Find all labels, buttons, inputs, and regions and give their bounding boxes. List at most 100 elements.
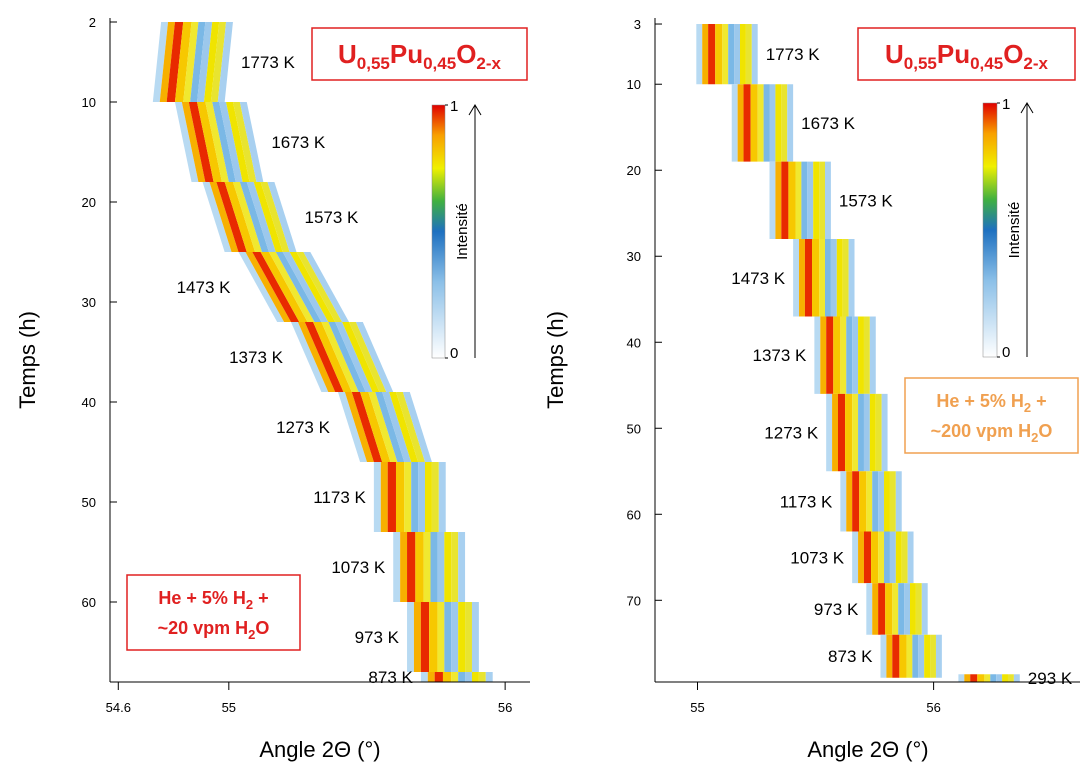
gas-part: ~200 vpm H: [931, 421, 1032, 441]
peak-segment: [840, 471, 902, 532]
peak-strip: [769, 161, 776, 240]
gas-line: He + 5% H2 +: [158, 588, 268, 612]
gas-subscript: 2: [1031, 430, 1038, 445]
y-tick-label: 2: [89, 15, 96, 30]
peak-strip: [438, 462, 446, 532]
peak-strip: [788, 161, 796, 240]
peak-strip: [863, 531, 872, 584]
peak-strip: [852, 316, 859, 394]
peak-strip: [418, 462, 425, 532]
gas-subscript: 2: [1024, 400, 1031, 415]
peak-segment: [826, 393, 888, 472]
peak-strip: [239, 182, 269, 252]
y-tick-label: 60: [627, 507, 641, 522]
peak-strip: [380, 462, 388, 532]
peak-strip: [202, 182, 232, 252]
gas-part: He + 5% H: [158, 588, 246, 608]
peak-strip: [814, 316, 821, 394]
peak-strip: [852, 531, 859, 584]
y-tick-label: 10: [627, 77, 641, 92]
peak-strip: [825, 239, 831, 317]
peak-segment: [290, 322, 394, 392]
colorbar-tick-label: 1: [450, 98, 458, 115]
peak-strip: [209, 182, 239, 252]
peak-strip: [964, 674, 971, 682]
y-tick-label: 40: [82, 395, 96, 410]
peak-strip: [451, 602, 459, 672]
peak-strip: [458, 672, 466, 682]
peak-strip: [708, 24, 716, 85]
colorbar-tick-label: 1: [1002, 96, 1010, 113]
peak-strip: [415, 532, 424, 602]
peak-strip: [1007, 674, 1014, 682]
peak-strip: [328, 322, 366, 392]
peak-segment: [393, 532, 466, 602]
peak-strip: [885, 583, 893, 635]
peak-strip: [781, 161, 789, 240]
peak-strip: [420, 672, 428, 682]
peak-strip: [886, 634, 893, 678]
peak-segment: [174, 102, 264, 182]
temperature-label: 1673 K: [801, 114, 856, 133]
peak-segment: [373, 462, 446, 532]
peak-strip: [812, 239, 820, 317]
formula-part: O: [456, 39, 476, 69]
peak-strip: [901, 531, 908, 584]
formula-subscript: 2-x: [1023, 54, 1048, 73]
peak-strip: [826, 316, 834, 394]
formula-subscript: 0,45: [970, 54, 1003, 73]
peak-strip: [434, 672, 443, 682]
peak-segment: [420, 672, 493, 682]
gas-part: O: [1038, 421, 1052, 441]
peak-strip: [880, 634, 887, 678]
peak-strip: [750, 84, 758, 162]
peak-strip: [840, 471, 847, 532]
y-tick-label: 20: [82, 195, 96, 210]
peak-strip: [837, 393, 846, 472]
peak-strip: [238, 252, 285, 322]
gas-part: +: [253, 588, 269, 608]
peak-strip: [884, 531, 890, 584]
formula-part: Pu: [390, 39, 423, 69]
peak-strip: [737, 84, 744, 162]
peak-strip: [183, 22, 199, 102]
gas-subscript: 2: [246, 597, 253, 612]
peak-strip: [869, 393, 876, 472]
peak-strip: [313, 322, 352, 392]
peak-strip: [427, 672, 435, 682]
x-tick-label: 55: [222, 700, 236, 715]
peak-strip: [1013, 674, 1020, 682]
peak-strip: [702, 24, 709, 85]
peak-strip: [355, 322, 394, 392]
peak-strip: [889, 471, 896, 532]
peak-strip: [904, 583, 910, 635]
temperature-label: 973 K: [814, 600, 859, 619]
temperature-label: 1273 K: [276, 418, 331, 437]
peak-strip: [731, 84, 738, 162]
peak-strip: [846, 316, 853, 394]
peak-strip: [360, 392, 391, 462]
peak-strip: [174, 22, 192, 102]
peak-strip: [471, 672, 479, 682]
peak-strip: [906, 634, 913, 678]
peak-strip: [740, 24, 746, 85]
peak-strip: [990, 674, 997, 682]
peak-strip: [232, 182, 262, 252]
peak-strip: [423, 532, 431, 602]
colorbar-tick-label: 0: [1002, 344, 1010, 361]
peak-strip: [836, 239, 843, 317]
peak-strip: [804, 239, 813, 317]
peak-strip: [859, 471, 867, 532]
x-tick-label: 56: [498, 700, 512, 715]
peak-strip: [465, 602, 472, 672]
temperature-label: 1473 K: [177, 278, 232, 297]
colorbar-tick-label: 0: [450, 345, 458, 362]
peak-strip: [715, 24, 723, 85]
peak-strip: [245, 252, 291, 322]
peak-segment: [814, 316, 876, 394]
peak-strip: [420, 602, 430, 672]
peak-strip: [743, 84, 751, 162]
peak-strip: [382, 392, 412, 462]
peak-strip: [210, 22, 227, 102]
peak-strip: [872, 583, 879, 635]
